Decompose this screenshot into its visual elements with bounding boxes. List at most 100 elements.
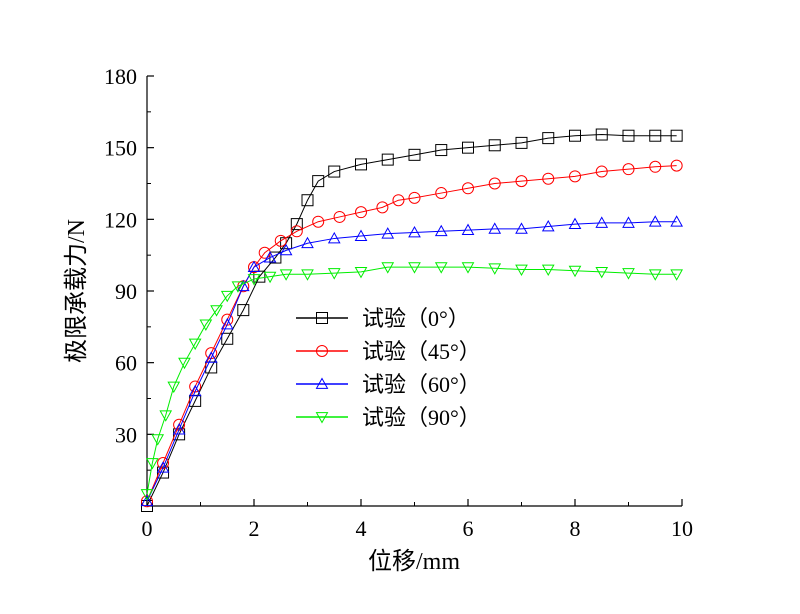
legend-marker bbox=[316, 345, 328, 357]
data-point bbox=[178, 357, 191, 370]
data-point bbox=[188, 384, 202, 397]
x-tick-label: 6 bbox=[463, 516, 474, 541]
y-tick-label: 120 bbox=[104, 207, 137, 232]
x-tick-label: 2 bbox=[249, 516, 260, 541]
data-point bbox=[312, 215, 325, 228]
data-point bbox=[220, 317, 234, 330]
data-point bbox=[515, 222, 528, 234]
x-tick-label: 10 bbox=[671, 516, 693, 541]
x-tick-label: 0 bbox=[142, 516, 153, 541]
data-point bbox=[515, 175, 528, 188]
data-point bbox=[354, 229, 368, 241]
data-point bbox=[247, 260, 261, 273]
data-point bbox=[488, 139, 501, 152]
y-tick-label: 30 bbox=[115, 422, 137, 447]
data-point bbox=[381, 262, 395, 274]
data-point bbox=[220, 290, 234, 303]
data-point bbox=[159, 410, 173, 422]
legend-label: 试验（90°） bbox=[362, 405, 481, 430]
data-point bbox=[210, 305, 223, 317]
data-point bbox=[301, 236, 314, 249]
data-point bbox=[156, 461, 170, 473]
data-point bbox=[595, 165, 608, 178]
data-point bbox=[648, 269, 662, 281]
data-point bbox=[392, 194, 405, 207]
legend: 试验（0°） 试验（45°） 试验（60°） 试验（90°） bbox=[296, 306, 481, 430]
x-tick-label: 4 bbox=[356, 516, 367, 541]
y-tick-label: 180 bbox=[104, 64, 137, 89]
data-point bbox=[408, 191, 421, 204]
data-point bbox=[188, 338, 202, 351]
data-point bbox=[333, 210, 346, 223]
legend-marker bbox=[315, 412, 329, 424]
data-point bbox=[146, 458, 159, 470]
series-layer bbox=[140, 128, 683, 512]
series-2 bbox=[140, 215, 683, 507]
legend-entry: 试验（45°） bbox=[296, 339, 481, 364]
data-point bbox=[435, 144, 448, 157]
x-axis-label: 位移/mm bbox=[368, 548, 460, 575]
data-point bbox=[568, 265, 582, 278]
data-point bbox=[140, 494, 154, 507]
data-point bbox=[355, 158, 367, 171]
data-point bbox=[670, 269, 683, 281]
data-point bbox=[247, 274, 261, 286]
legend-label: 试验（45°） bbox=[362, 339, 481, 364]
data-point bbox=[301, 194, 314, 207]
data-point bbox=[622, 268, 635, 280]
series-line bbox=[146, 221, 677, 502]
data-point bbox=[312, 175, 325, 188]
data-point bbox=[461, 262, 475, 274]
data-point bbox=[279, 243, 293, 256]
data-point bbox=[354, 266, 368, 279]
data-point bbox=[376, 201, 389, 214]
data-point bbox=[231, 281, 245, 293]
data-point bbox=[541, 264, 555, 277]
data-point bbox=[622, 163, 635, 176]
data-point bbox=[595, 128, 608, 141]
data-point bbox=[237, 304, 250, 317]
data-point bbox=[408, 225, 421, 238]
data-point bbox=[622, 216, 635, 228]
axis-ticks: 0 2 4 6 8 10 30 60 90 120 150 180 bbox=[104, 64, 693, 541]
data-point bbox=[274, 234, 287, 247]
series-line bbox=[146, 165, 677, 502]
data-point bbox=[649, 129, 662, 142]
data-point bbox=[263, 271, 277, 284]
series-line bbox=[146, 134, 677, 507]
data-point bbox=[381, 227, 395, 239]
data-point bbox=[649, 160, 662, 173]
y-tick-label: 90 bbox=[115, 279, 137, 304]
data-point bbox=[435, 187, 448, 200]
y-tick-label: 150 bbox=[104, 136, 137, 161]
data-point bbox=[670, 129, 683, 142]
data-point bbox=[488, 222, 502, 234]
y-tick-label: 60 bbox=[115, 351, 137, 376]
data-point bbox=[221, 332, 234, 345]
legend-marker bbox=[316, 312, 328, 324]
data-point bbox=[569, 170, 581, 183]
data-point bbox=[290, 218, 303, 231]
data-point bbox=[670, 215, 683, 227]
data-point bbox=[290, 225, 303, 238]
legend-entry: 试验（90°） bbox=[296, 405, 481, 430]
data-point bbox=[462, 141, 474, 154]
data-point bbox=[515, 136, 528, 149]
legend-entry: 试验（0°） bbox=[296, 306, 470, 331]
data-point bbox=[327, 231, 341, 244]
data-point bbox=[670, 159, 683, 172]
data-point bbox=[204, 351, 218, 363]
data-point bbox=[140, 489, 154, 501]
y-axis-label: 极限承载力/N bbox=[63, 219, 90, 363]
legend-entry: 试验（60°） bbox=[296, 372, 481, 397]
data-point bbox=[542, 172, 555, 185]
data-point bbox=[515, 264, 528, 277]
data-point bbox=[568, 217, 582, 230]
data-point bbox=[542, 132, 555, 145]
data-point bbox=[434, 224, 448, 237]
data-point bbox=[408, 262, 421, 274]
data-point bbox=[263, 251, 277, 263]
series-1 bbox=[141, 159, 683, 508]
data-point bbox=[648, 215, 662, 227]
